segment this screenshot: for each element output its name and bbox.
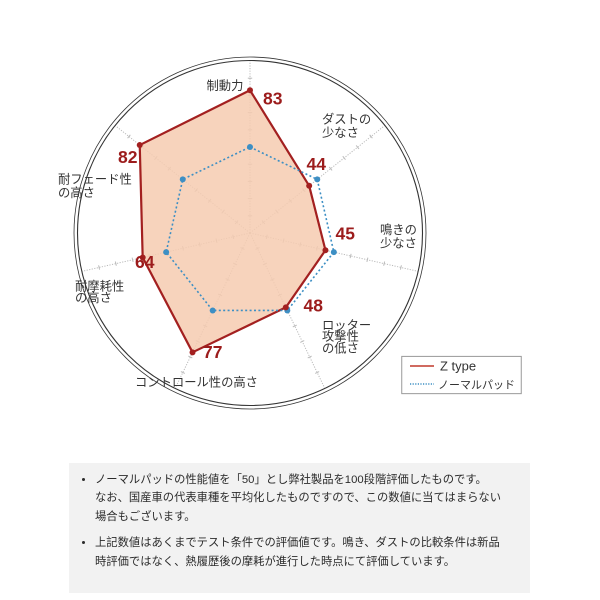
svg-text:ノーマルパッド: ノーマルパッド <box>438 379 515 392</box>
svg-text:少なさ: 少なさ <box>322 126 359 140</box>
svg-text:82: 82 <box>118 147 138 167</box>
svg-text:鳴きの: 鳴きの <box>380 223 417 237</box>
svg-text:の高さ: の高さ <box>58 185 95 200</box>
svg-text:83: 83 <box>263 89 283 109</box>
svg-text:制動力: 制動力 <box>207 79 244 93</box>
svg-text:44: 44 <box>307 154 327 174</box>
svg-text:の低さ: の低さ <box>322 342 359 356</box>
svg-text:45: 45 <box>336 224 356 244</box>
svg-text:77: 77 <box>203 342 222 362</box>
svg-text:ダストの: ダストの <box>322 112 371 127</box>
svg-text:コントロール性の高さ: コントロール性の高さ <box>135 375 258 390</box>
svg-text:64: 64 <box>135 252 155 272</box>
svg-text:Z type: Z type <box>440 359 476 374</box>
svg-text:の高さ: の高さ <box>75 290 112 305</box>
svg-text:耐フェード性: 耐フェード性 <box>58 173 132 187</box>
svg-text:48: 48 <box>304 296 324 316</box>
svg-text:少なさ: 少なさ <box>380 237 417 251</box>
